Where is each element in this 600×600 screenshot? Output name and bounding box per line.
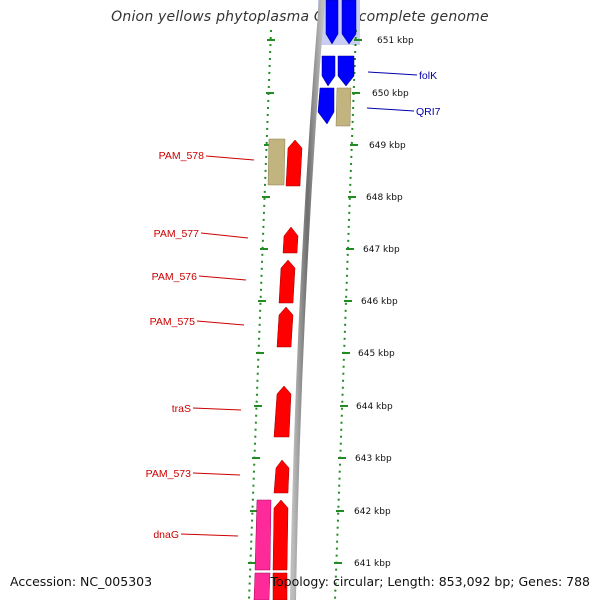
gene-arrow-blue-2 — [341, 0, 357, 45]
gene-label-QRI7: QRI7 — [416, 106, 441, 118]
gene-block-PAM_578 — [267, 138, 286, 186]
gene-label-PAM_575: PAM_575 — [150, 316, 195, 328]
gene-label-PAM_576: PAM_576 — [152, 271, 197, 283]
gene-arrow-PAM_576 — [278, 259, 296, 304]
scale-label: 648 kbp — [366, 193, 403, 203]
gene-label-dnaG: dnaG — [153, 529, 179, 541]
gene-arrow-PAM_575 — [276, 306, 294, 348]
scale-label: 651 kbp — [377, 36, 414, 46]
gene-arrow-blue-5 — [317, 87, 335, 125]
scale-label: 644 kbp — [356, 402, 393, 412]
scale-label: 643 kbp — [355, 454, 392, 464]
blue-genes — [317, 0, 357, 125]
gene-arrow-dnaG — [272, 499, 289, 571]
scale-label: 642 kbp — [354, 507, 391, 517]
scale-label: 649 kbp — [369, 141, 406, 151]
scale-label: 646 kbp — [361, 297, 398, 307]
gene-label-PAM_578: PAM_578 — [159, 150, 204, 162]
scale-label: 645 kbp — [358, 349, 395, 359]
scale-label: 650 kbp — [372, 89, 409, 99]
gene-arrow-red-578 — [285, 139, 303, 187]
accession-text: Accession: NC_005303 — [10, 574, 153, 589]
gene-arrow-QRI7 — [335, 87, 352, 127]
genome-summary-text: Topology: circular; Length: 853,092 bp; … — [270, 574, 591, 589]
gene-label-folK: folK — [419, 70, 437, 82]
gene-arrow-folK — [321, 55, 336, 87]
scale-label: 647 kbp — [363, 245, 400, 255]
label-leaders-red — [180, 155, 255, 537]
map-title: Onion yellows phytoplasma OY-M, complete… — [111, 9, 489, 25]
label-leaders-blue — [366, 71, 418, 112]
scale-label: 641 kbp — [354, 559, 391, 569]
gene-block-pink-1 — [254, 499, 272, 571]
pink-genes — [253, 499, 272, 600]
gene-arrow-PAM_577 — [282, 226, 299, 254]
gene-arrow-blue-4 — [337, 55, 355, 87]
genome-backbone — [290, 0, 325, 600]
gene-arrow-red-bottom — [272, 572, 288, 600]
gene-label-traS: traS — [172, 403, 191, 415]
inner-major-ticks — [248, 39, 275, 564]
gene-label-PAM_573: PAM_573 — [146, 468, 191, 480]
gene-arrow-traS — [273, 385, 292, 438]
gene-arrow-PAM_573 — [273, 459, 290, 494]
outer-major-ticks — [334, 39, 362, 564]
gene-block-pink-2 — [253, 572, 271, 600]
gene-label-PAM_577: PAM_577 — [154, 228, 199, 240]
gene-arrow-blue-1 — [325, 0, 339, 45]
red-genes — [272, 139, 303, 600]
